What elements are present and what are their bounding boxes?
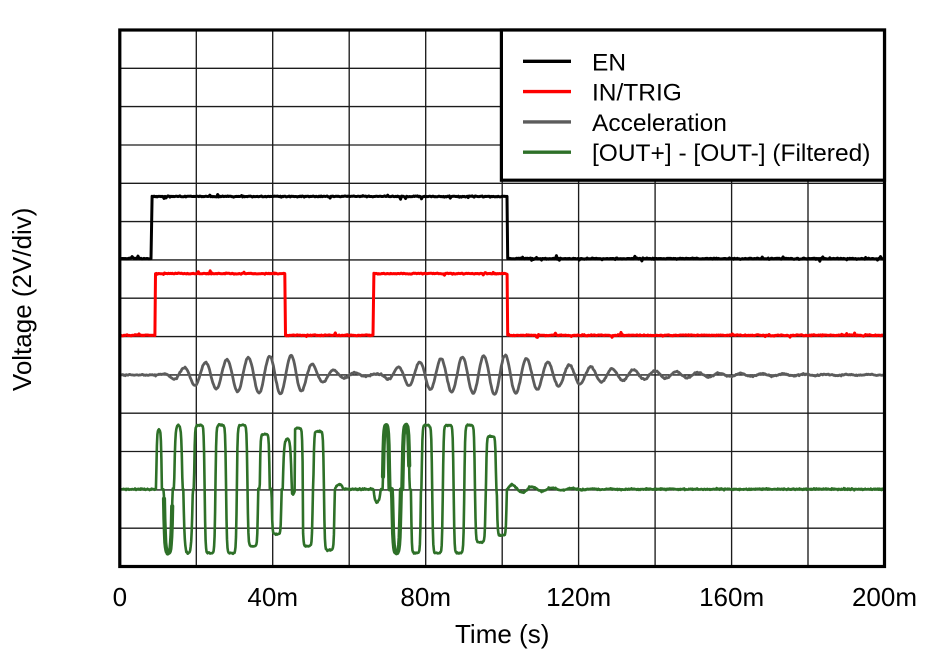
- svg-text:IN/TRIG: IN/TRIG: [592, 80, 682, 107]
- svg-text:160m: 160m: [699, 582, 764, 612]
- svg-text:EN: EN: [592, 49, 626, 76]
- svg-text:Time (s): Time (s): [455, 619, 549, 649]
- svg-text:Voltage (2V/div): Voltage (2V/div): [7, 208, 37, 392]
- svg-text:200m: 200m: [852, 582, 917, 612]
- svg-text:40m: 40m: [247, 582, 298, 612]
- svg-text:Acceleration: Acceleration: [592, 110, 727, 137]
- svg-text:0: 0: [113, 582, 127, 612]
- svg-text:120m: 120m: [546, 582, 611, 612]
- svg-text:[OUT+] - [OUT-] (Filtered): [OUT+] - [OUT-] (Filtered): [592, 140, 870, 167]
- svg-text:80m: 80m: [400, 582, 451, 612]
